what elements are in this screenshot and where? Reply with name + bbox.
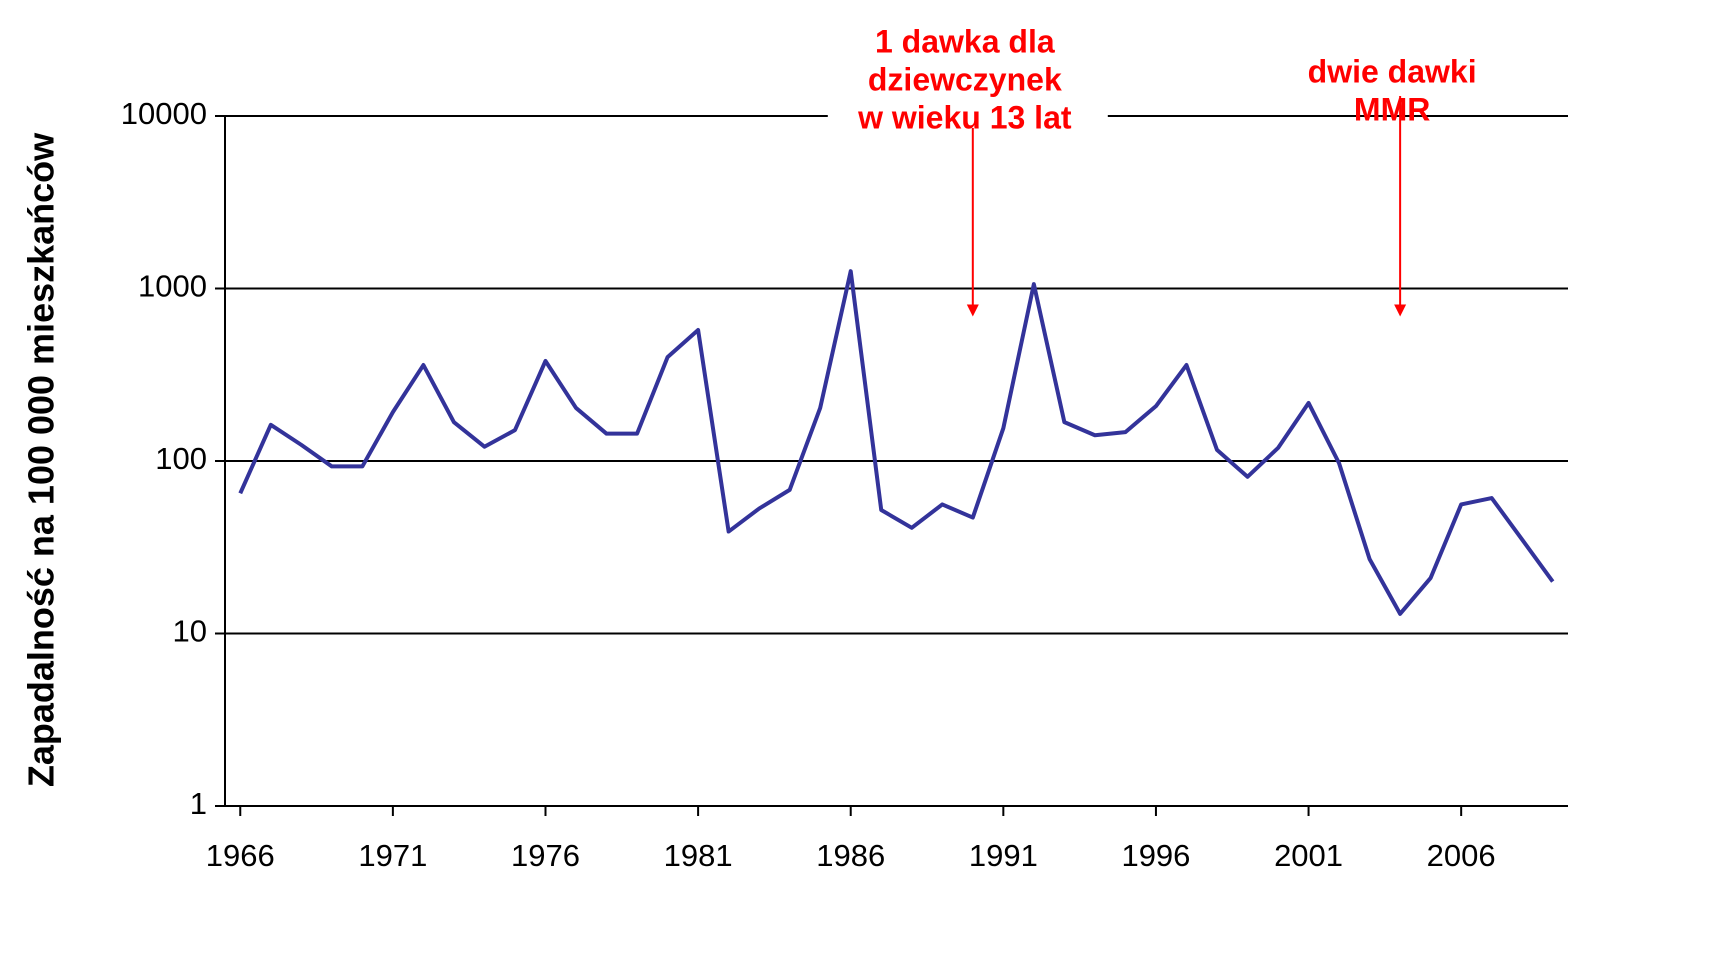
y-tick-label: 10000: [121, 96, 207, 131]
y-axis-label: Zapadalność na 100 000 mieszkańców: [21, 132, 62, 787]
x-tick-label: 1966: [206, 838, 275, 873]
y-tick-label: 100: [155, 441, 207, 476]
x-tick-label: 2006: [1427, 838, 1496, 873]
x-tick-label: 1981: [664, 838, 733, 873]
annotation-text: 1 dawka dla: [875, 23, 1055, 59]
annotation-text: dziewczynek: [868, 61, 1062, 97]
annotation-arrowhead: [1394, 304, 1407, 317]
x-tick-label: 1986: [816, 838, 885, 873]
annotation-arrowhead: [966, 304, 979, 317]
data-line: [238, 269, 1555, 616]
annotation-text: w wieku 13 lat: [857, 99, 1072, 135]
annotation-text: dwie dawki: [1308, 53, 1477, 89]
x-tick-label: 1971: [358, 838, 427, 873]
y-tick-label: 10: [173, 614, 207, 649]
x-tick-label: 1976: [511, 838, 580, 873]
annotation-text: MMR: [1354, 91, 1430, 127]
x-tick-label: 2001: [1274, 838, 1343, 873]
x-tick-label: 1991: [969, 838, 1038, 873]
annotation-background: [827, 22, 1108, 140]
y-tick-label: 1000: [138, 269, 207, 304]
y-tick-label: 1: [190, 786, 207, 821]
x-tick-label: 1996: [1121, 838, 1190, 873]
